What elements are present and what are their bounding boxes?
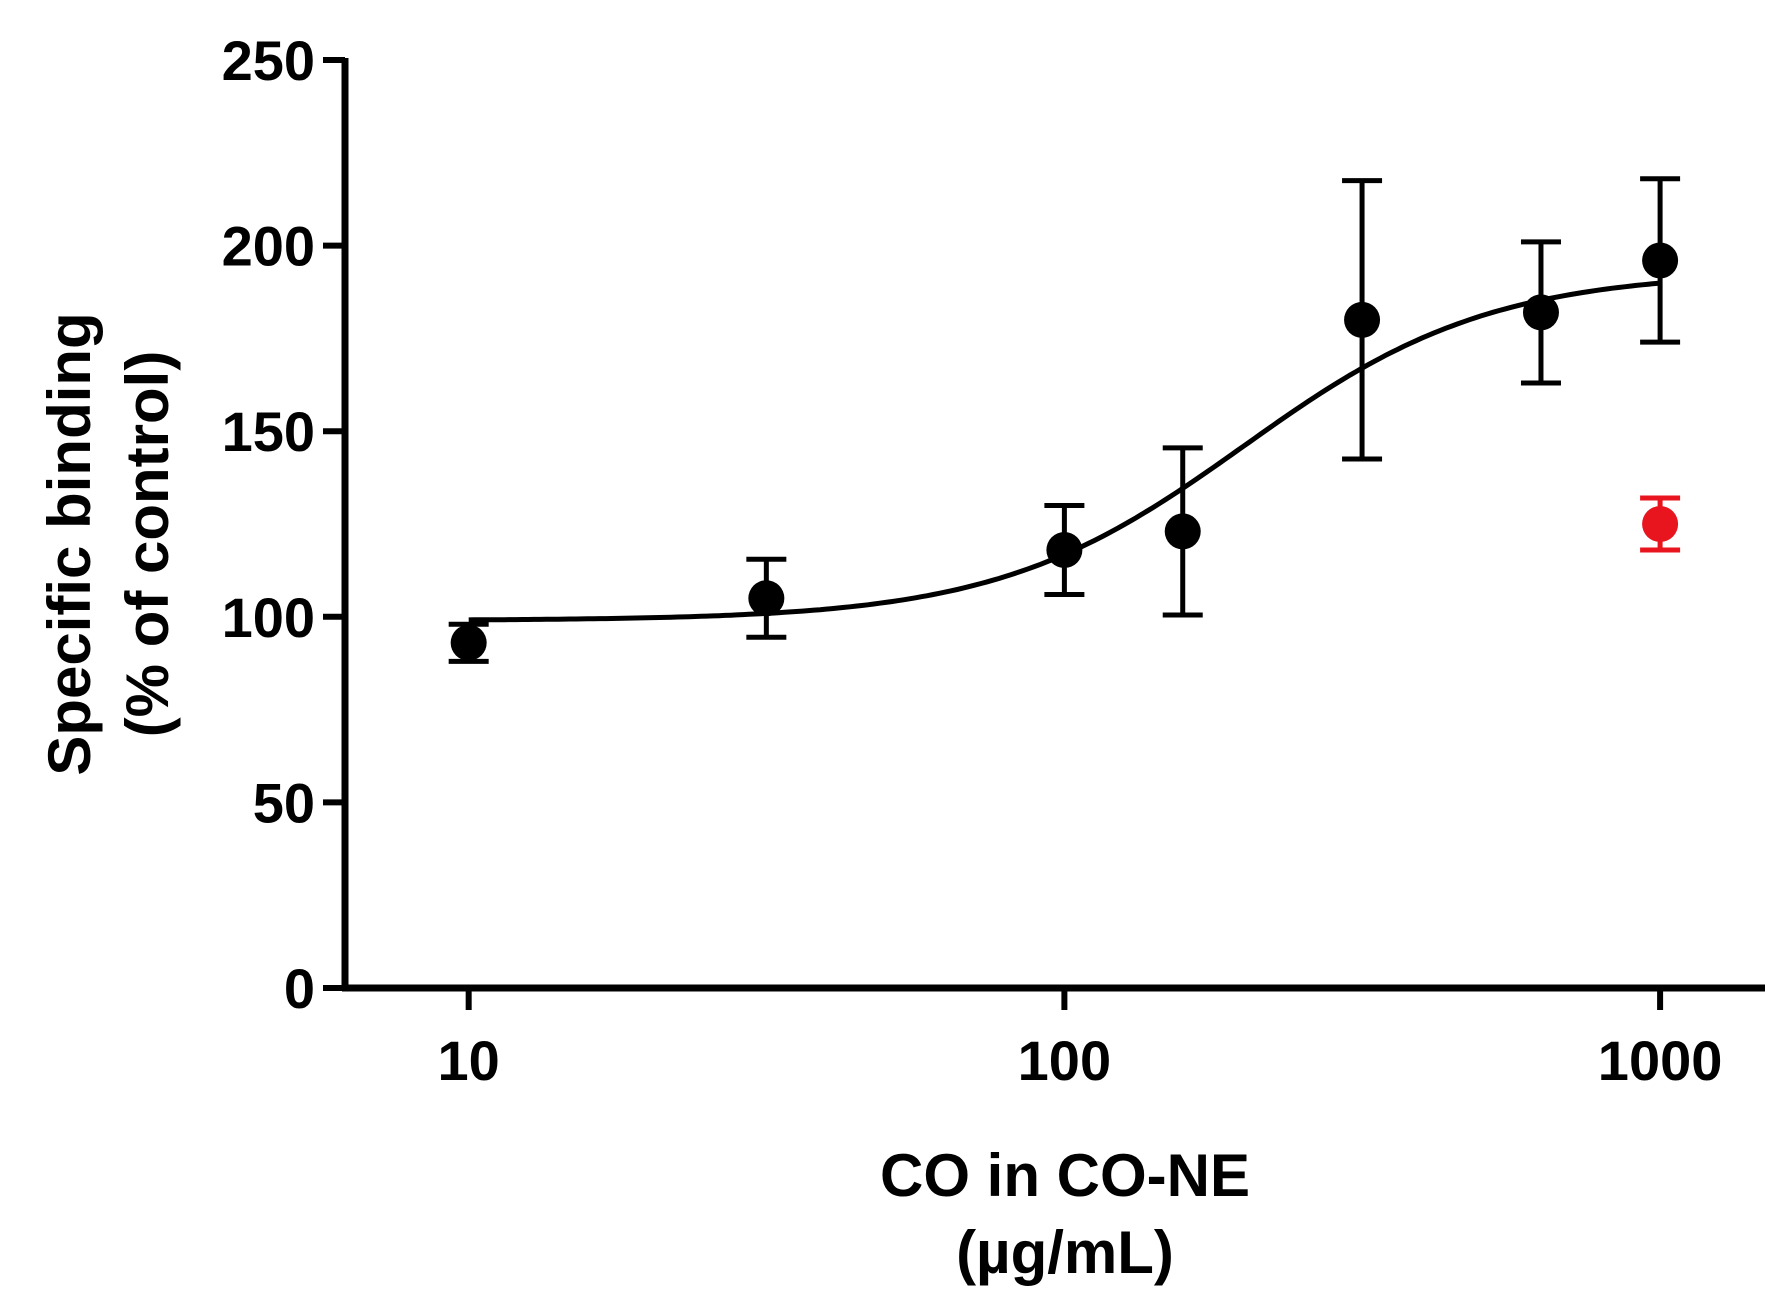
data-point-0-1 (748, 580, 785, 617)
y-tick-label-3: 150 (222, 400, 315, 463)
x-tick-label-1: 100 (1018, 1029, 1111, 1092)
data-point-0-4 (1344, 301, 1381, 338)
y-tick-label-4: 200 (222, 215, 315, 278)
data-points-group (448, 176, 1681, 664)
x-axis-title-line-0: CO in CO-NE (880, 1142, 1250, 1209)
y-axis-title-line-1: (% of control) (114, 351, 181, 738)
data-point-0-0 (450, 624, 487, 661)
axes-group: 0 50 100 150 200 250 10 100 1000 (222, 29, 1765, 1092)
data-point-0-6 (1642, 242, 1679, 279)
x-axis-title-line-1: (µg/mL) (956, 1219, 1174, 1286)
x-tick-label-2: 1000 (1598, 1029, 1723, 1092)
y-tick-label-2: 100 (222, 586, 315, 649)
y-tick-label-5: 250 (222, 29, 315, 92)
y-tick-label-1: 50 (253, 771, 315, 834)
axis-labels-group: CO in CO-NE (µg/mL) Specific binding (% of … (36, 312, 1250, 1286)
data-point-0-3 (1164, 513, 1201, 550)
data-point-0-5 (1522, 294, 1559, 331)
data-point-1-0 (1642, 506, 1679, 542)
x-tick-label-0: 10 (438, 1029, 500, 1092)
y-tick-label-0: 0 (284, 957, 315, 1020)
y-axis-title-line-0: Specific binding (36, 312, 103, 775)
data-point-0-2 (1046, 531, 1083, 568)
